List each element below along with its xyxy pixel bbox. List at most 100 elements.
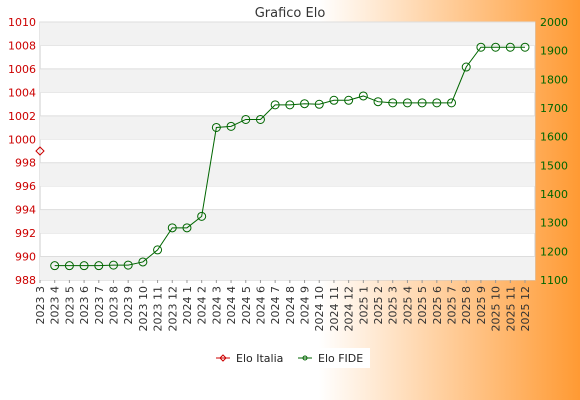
x-tick-label: 2023 11: [152, 286, 165, 332]
x-tick-label: 2024 3: [210, 286, 223, 325]
x-tick-label: 2025 8: [460, 286, 473, 325]
x-tick-label: 2024 2: [196, 286, 209, 325]
left-tick-label: 998: [15, 157, 36, 170]
x-tick-label: 2025 4: [401, 286, 414, 325]
x-tick-label: 2023 12: [166, 286, 179, 332]
x-tick-label: 2025 3: [387, 286, 400, 325]
legend-label: Elo FIDE: [318, 352, 363, 365]
x-tick-label: 2023 6: [78, 286, 91, 325]
left-tick-label: 1006: [8, 63, 36, 76]
data-point: [79, 261, 89, 271]
series-line: [54, 46, 525, 267]
data-point: [64, 261, 74, 271]
left-tick-label: 1002: [8, 110, 36, 123]
grid-band: [40, 115, 535, 140]
legend-swatch-marker: [219, 354, 227, 362]
right-tick-label: 1400: [540, 188, 568, 201]
grid-band: [40, 22, 535, 46]
x-tick-label: 2023 7: [93, 286, 106, 325]
data-point: [123, 260, 133, 270]
right-tick-label: 1800: [540, 73, 568, 86]
data-point: [491, 42, 501, 52]
data-point: [300, 99, 310, 109]
plot-frame: [39, 21, 536, 281]
data-point: [432, 98, 442, 108]
legend: Elo Italia Elo FIDE: [210, 348, 370, 368]
data-point: [373, 97, 383, 107]
x-tick-label: 2025 5: [416, 286, 429, 325]
x-tick-label: 2025 12: [519, 286, 532, 332]
data-point: [461, 62, 471, 72]
data-point: [153, 245, 163, 255]
data-point: [285, 100, 295, 110]
x-tick-label: 2024 4: [225, 286, 238, 325]
legend-box: [210, 348, 370, 368]
x-tick-label: 2024 6: [254, 286, 267, 325]
left-tick-label: 1010: [8, 16, 36, 29]
right-tick-label: 2000: [540, 16, 568, 29]
data-point: [138, 257, 148, 267]
x-tick-label: 2025 7: [446, 286, 459, 325]
left-tick-label: 996: [15, 180, 36, 193]
legend-swatch-marker: [302, 355, 308, 361]
x-tick-label: 2024 10: [313, 286, 326, 332]
data-point: [197, 211, 207, 221]
left-tick-label: 988: [15, 274, 36, 287]
data-point: [182, 223, 192, 233]
x-tick-label: 2025 6: [431, 286, 444, 325]
data-point: [270, 100, 280, 110]
data-point: [447, 98, 457, 108]
left-tick-label: 994: [15, 204, 36, 217]
x-axis: 2023 3 2023 4 2023 5 2023 6 2023 7 2023 8 2023…: [34, 280, 532, 332]
left-tick-label: 990: [15, 251, 36, 264]
x-tick-label: 2023 5: [63, 286, 76, 325]
x-tick-label: 2023 3: [34, 286, 47, 325]
x-tick-label: 2024 7: [269, 286, 282, 325]
legend-label: Elo Italia: [236, 352, 283, 365]
right-tick-label: 1300: [540, 217, 568, 230]
data-point: [94, 261, 104, 271]
left-axis: 988 990 992 994 996 998 1000 1002 1004 1006 1008 10…: [8, 16, 36, 287]
left-tick-label: 992: [15, 227, 36, 240]
x-tick-label: 2024 5: [240, 286, 253, 325]
data-point: [402, 98, 412, 108]
data-point: [476, 42, 486, 52]
right-tick-label: 1900: [540, 45, 568, 58]
data-point: [241, 114, 251, 124]
x-tick-label: 2023 9: [122, 286, 135, 325]
left-tick-label: 1000: [8, 133, 36, 146]
x-tick-label: 2024 11: [328, 286, 341, 332]
x-tick-label: 2024 1: [181, 286, 194, 325]
data-point: [226, 121, 236, 131]
x-tick-label: 2025 2: [372, 286, 385, 325]
grid-band: [40, 162, 535, 187]
x-tick-label: 2025 1: [357, 286, 370, 325]
data-point: [211, 122, 221, 132]
right-tick-label: 1500: [540, 159, 568, 172]
right-axis: 1100 1200 1300 1400 1500 1600 1700 1800 1900 2000: [540, 16, 568, 287]
right-tick-label: 1700: [540, 102, 568, 115]
x-tick-label: 2024 8: [284, 286, 297, 325]
data-point: [520, 42, 530, 52]
plot-area: [39, 21, 536, 281]
right-tick-label: 1600: [540, 131, 568, 144]
x-tick-label: 2025 10: [490, 286, 503, 332]
right-tick-label: 1200: [540, 245, 568, 258]
x-tick-label: 2024 12: [343, 286, 356, 332]
data-point: [388, 98, 398, 108]
x-tick-label: 2025 11: [504, 286, 517, 332]
x-tick-label: 2023 10: [137, 286, 150, 332]
data-point: [255, 114, 265, 124]
data-point: [329, 95, 339, 105]
right-tick-label: 1100: [540, 274, 568, 287]
data-point: [167, 223, 177, 233]
x-tick-label: 2023 4: [49, 286, 62, 325]
data-point: [417, 98, 427, 108]
data-point: [108, 260, 118, 270]
data-point: [505, 42, 515, 52]
series-layer: [35, 42, 530, 271]
data-point: [50, 261, 60, 271]
data-point: [358, 91, 368, 101]
data-point: [314, 99, 324, 109]
